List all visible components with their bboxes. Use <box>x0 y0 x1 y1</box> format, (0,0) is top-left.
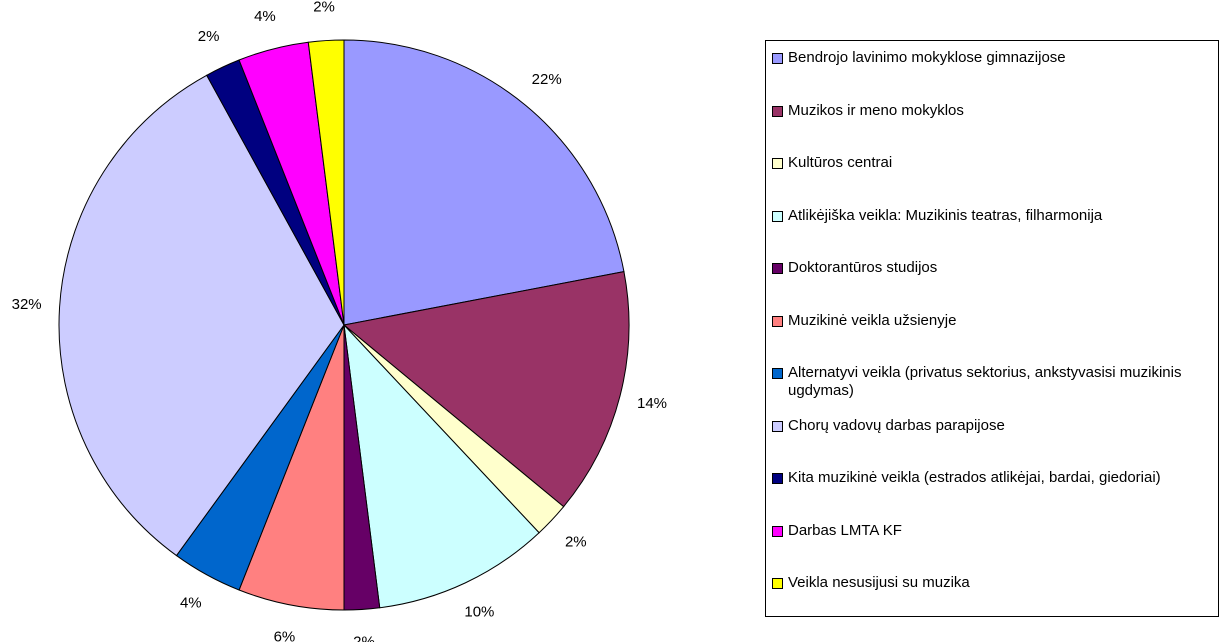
legend-item: Kita muzikinė veikla (estrados atlikėjai… <box>772 469 1218 522</box>
data-label: 4% <box>180 595 202 612</box>
legend-item: Muzikinė veikla užsienyje <box>772 312 1218 365</box>
legend-item: Chorų vadovų darbas parapijose <box>772 417 1218 470</box>
legend-swatch <box>772 105 783 117</box>
legend-swatch <box>772 578 783 589</box>
data-label: 2% <box>198 28 220 45</box>
legend-swatch <box>772 315 783 327</box>
pie-slice <box>307 39 345 326</box>
legend-label: Bendrojo lavinimo mokyklose gimnazijose <box>788 49 1066 66</box>
pie-slice <box>58 74 345 557</box>
legend-item: Muzikos ir meno mokyklos <box>772 102 1218 155</box>
legend-swatch <box>772 53 783 64</box>
legend-label: Kultūros centrai <box>788 154 893 171</box>
legend-item: Darbas LMTA KF <box>772 522 1218 575</box>
data-label: 2% <box>565 534 587 551</box>
legend-swatch <box>772 420 783 432</box>
legend-swatch <box>772 525 783 537</box>
legend-swatch <box>772 210 783 222</box>
legend-swatch <box>772 263 783 274</box>
legend-label: Kita muzikinė veikla (estrados atlikėjai… <box>788 469 1161 486</box>
legend-label: Veikla nesusijusi su muzika <box>788 574 970 591</box>
data-label: 4% <box>254 8 276 25</box>
legend-swatch <box>772 158 783 169</box>
legend-label: Doktorantūros studijos <box>788 259 938 276</box>
legend-item: Bendrojo lavinimo mokyklose gimnazijose <box>772 49 1218 102</box>
legend-swatch <box>772 368 783 379</box>
data-label: 14% <box>637 395 667 412</box>
data-label: 10% <box>464 604 494 621</box>
legend-label: Atlikėjiška veikla: Muzikinis teatras, f… <box>788 206 1103 224</box>
legend-label: Chorų vadovų darbas parapijose <box>788 416 1005 434</box>
pie-slice <box>343 323 540 609</box>
pie-slice <box>342 271 630 508</box>
data-label: 6% <box>274 628 296 642</box>
legend-swatch <box>772 473 783 484</box>
data-label: 2% <box>313 0 335 16</box>
legend-item: Veikla nesusijusi su muzika <box>772 574 1218 627</box>
legend-label: Muzikinė veikla užsienyje <box>788 311 957 329</box>
legend: Bendrojo lavinimo mokyklose gimnazijose M… <box>765 40 1219 617</box>
legend-label: Darbas LMTA KF <box>788 521 902 539</box>
data-label: 2% <box>353 633 375 642</box>
pie-slice <box>343 39 625 326</box>
data-label: 22% <box>532 71 562 88</box>
legend-label: Muzikos ir meno mokyklos <box>788 101 964 119</box>
data-label: 32% <box>12 296 42 313</box>
legend-item: Doktorantūros studijos <box>772 259 1218 312</box>
legend-label: Alternatyvi veikla (privatus sektorius, … <box>788 364 1182 399</box>
legend-item: Kultūros centrai <box>772 154 1218 207</box>
legend-item: Alternatyvi veikla (privatus sektorius, … <box>772 364 1218 417</box>
legend-item: Atlikėjiška veikla: Muzikinis teatras, f… <box>772 207 1218 260</box>
chart: 22% 14% 2% 10% 2% 6% 4% 32% 2% 4% 2% <box>12 0 667 642</box>
